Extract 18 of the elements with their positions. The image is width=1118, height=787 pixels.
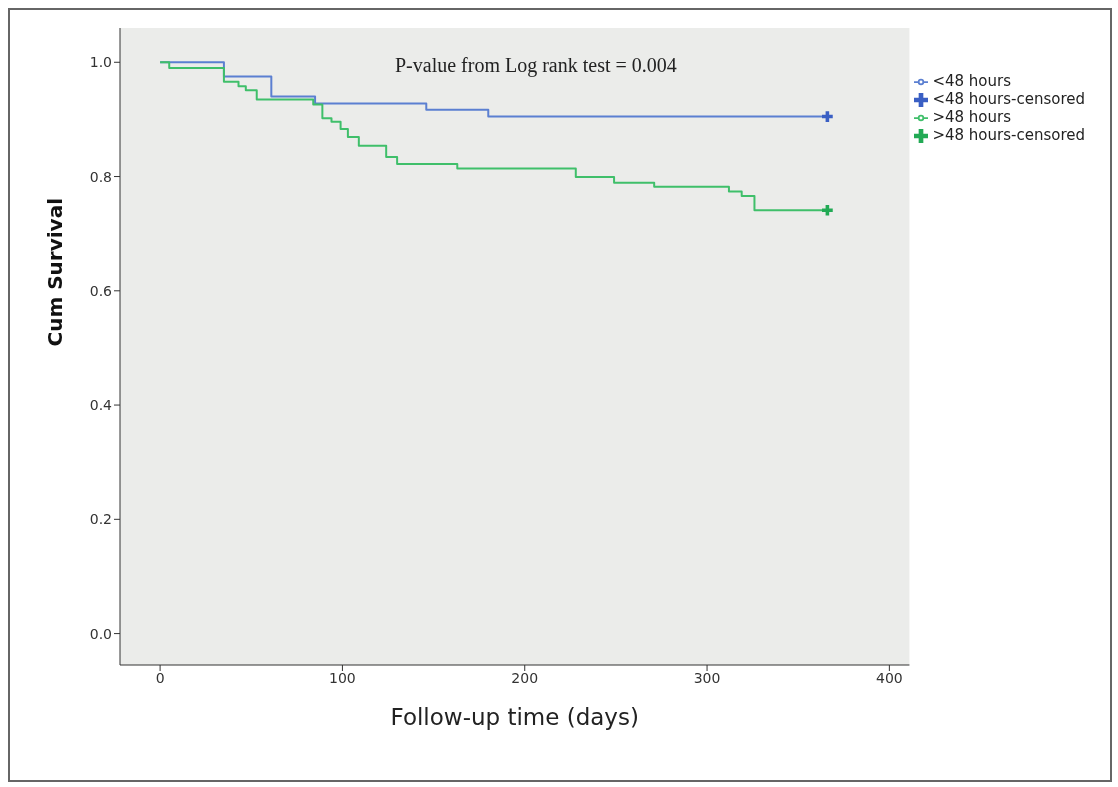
y-tick-label: 1.0 bbox=[89, 54, 112, 71]
legend-label: >48 hours bbox=[932, 108, 1012, 126]
x-axis-title: Follow-up time (days) bbox=[390, 704, 639, 730]
legend-label: <48 hours-censored bbox=[932, 90, 1085, 108]
legend-label: >48 hours-censored bbox=[932, 126, 1085, 144]
annotation: P-value from Log rank test = 0.004 bbox=[395, 54, 677, 77]
y-tick-label: 0.8 bbox=[89, 168, 112, 185]
y-tick-label: 0.0 bbox=[89, 625, 112, 642]
legend-label: <48 hours bbox=[932, 72, 1012, 90]
x-tick-label: 400 bbox=[876, 669, 903, 686]
y-tick-label: 0.4 bbox=[89, 397, 113, 414]
y-tick-label: 0.6 bbox=[89, 282, 113, 299]
x-tick-label: 300 bbox=[693, 669, 721, 686]
y-axis-title: Cum Survival bbox=[43, 197, 68, 347]
y-tick-label: 0.2 bbox=[89, 511, 112, 528]
x-tick-label: 100 bbox=[329, 669, 356, 686]
x-tick-label: 0 bbox=[155, 669, 165, 686]
x-tick-label: 200 bbox=[511, 669, 539, 686]
